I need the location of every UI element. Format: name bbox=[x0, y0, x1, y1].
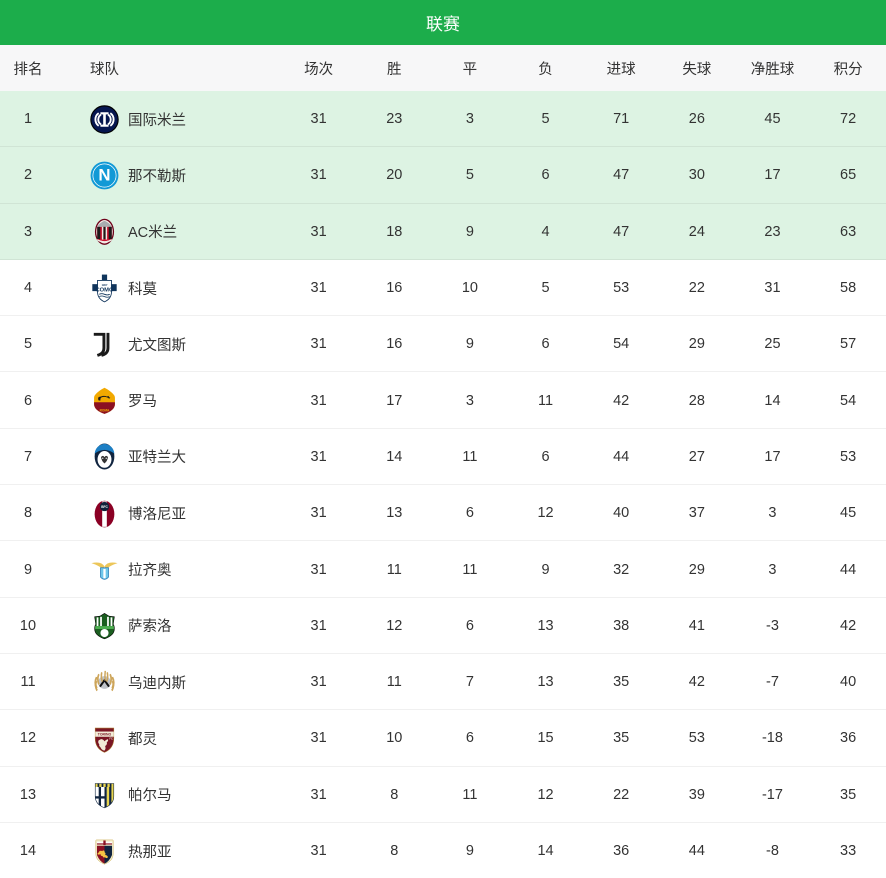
svg-text:BFC: BFC bbox=[101, 505, 108, 509]
svg-text:N: N bbox=[98, 166, 110, 185]
svg-text:TORINO: TORINO bbox=[98, 732, 112, 736]
svg-text:ROMA: ROMA bbox=[100, 409, 110, 413]
svg-text:COMO: COMO bbox=[95, 287, 114, 293]
